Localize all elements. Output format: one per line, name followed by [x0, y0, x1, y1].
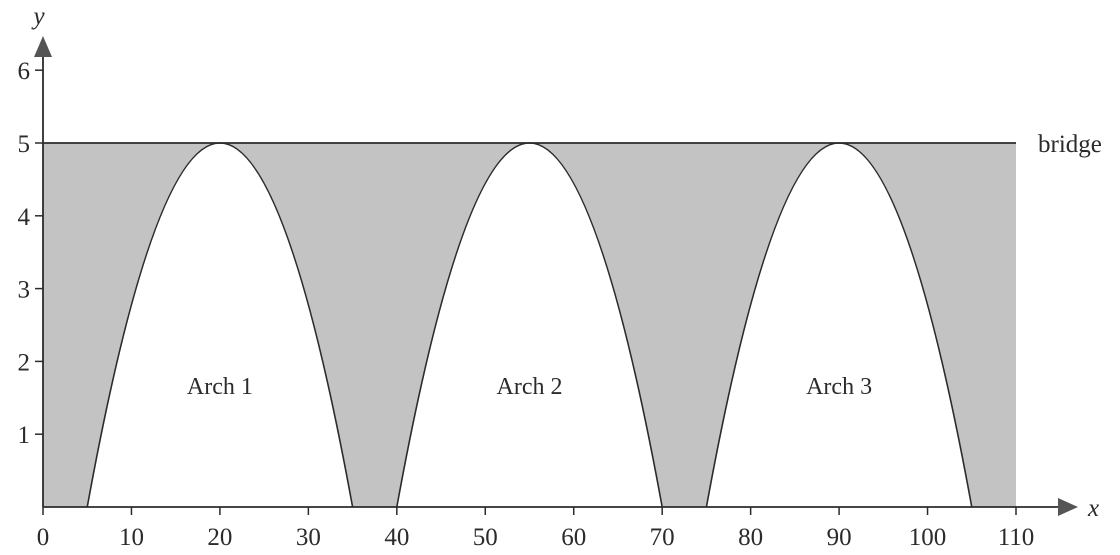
x-tick-label-0: 0 — [37, 524, 50, 551]
x-tick-label-60: 60 — [561, 524, 586, 551]
y-tick-label-6: 6 — [18, 58, 31, 85]
y-axis-label: y — [30, 3, 45, 30]
y-tick-label-5: 5 — [18, 131, 31, 158]
y-tick-label-3: 3 — [18, 277, 31, 304]
x-tick-label-70: 70 — [650, 524, 675, 551]
arches-layer — [86, 142, 973, 508]
y-tick-label-2: 2 — [18, 349, 31, 376]
axes-layer — [34, 36, 1078, 516]
x-tick-label-30: 30 — [296, 524, 321, 551]
x-tick-label-20: 20 — [207, 524, 232, 551]
labels-layer: Arch 1 Arch 2 Arch 3 bridge x y 0 10 20 30 40 50 60 7… — [18, 3, 1102, 551]
x-tick-label-90: 90 — [827, 524, 852, 551]
arch-3-label: Arch 3 — [806, 374, 872, 400]
x-tick-label-40: 40 — [384, 524, 409, 551]
x-tick-label-80: 80 — [738, 524, 763, 551]
y-axis-arrow-icon — [34, 36, 52, 57]
x-tick-label-100: 100 — [909, 524, 947, 551]
x-tick-label-10: 10 — [119, 524, 144, 551]
y-tick-label-1: 1 — [18, 422, 31, 449]
x-axis-label: x — [1087, 495, 1099, 522]
arch-1-label: Arch 1 — [187, 374, 253, 400]
x-axis-arrow-icon — [1058, 498, 1078, 516]
arch-2-label: Arch 2 — [497, 374, 563, 400]
y-tick-label-4: 4 — [18, 204, 31, 231]
bridge-label: bridge — [1038, 131, 1102, 158]
x-tick-label-50: 50 — [473, 524, 498, 551]
x-tick-label-110: 110 — [998, 524, 1035, 551]
